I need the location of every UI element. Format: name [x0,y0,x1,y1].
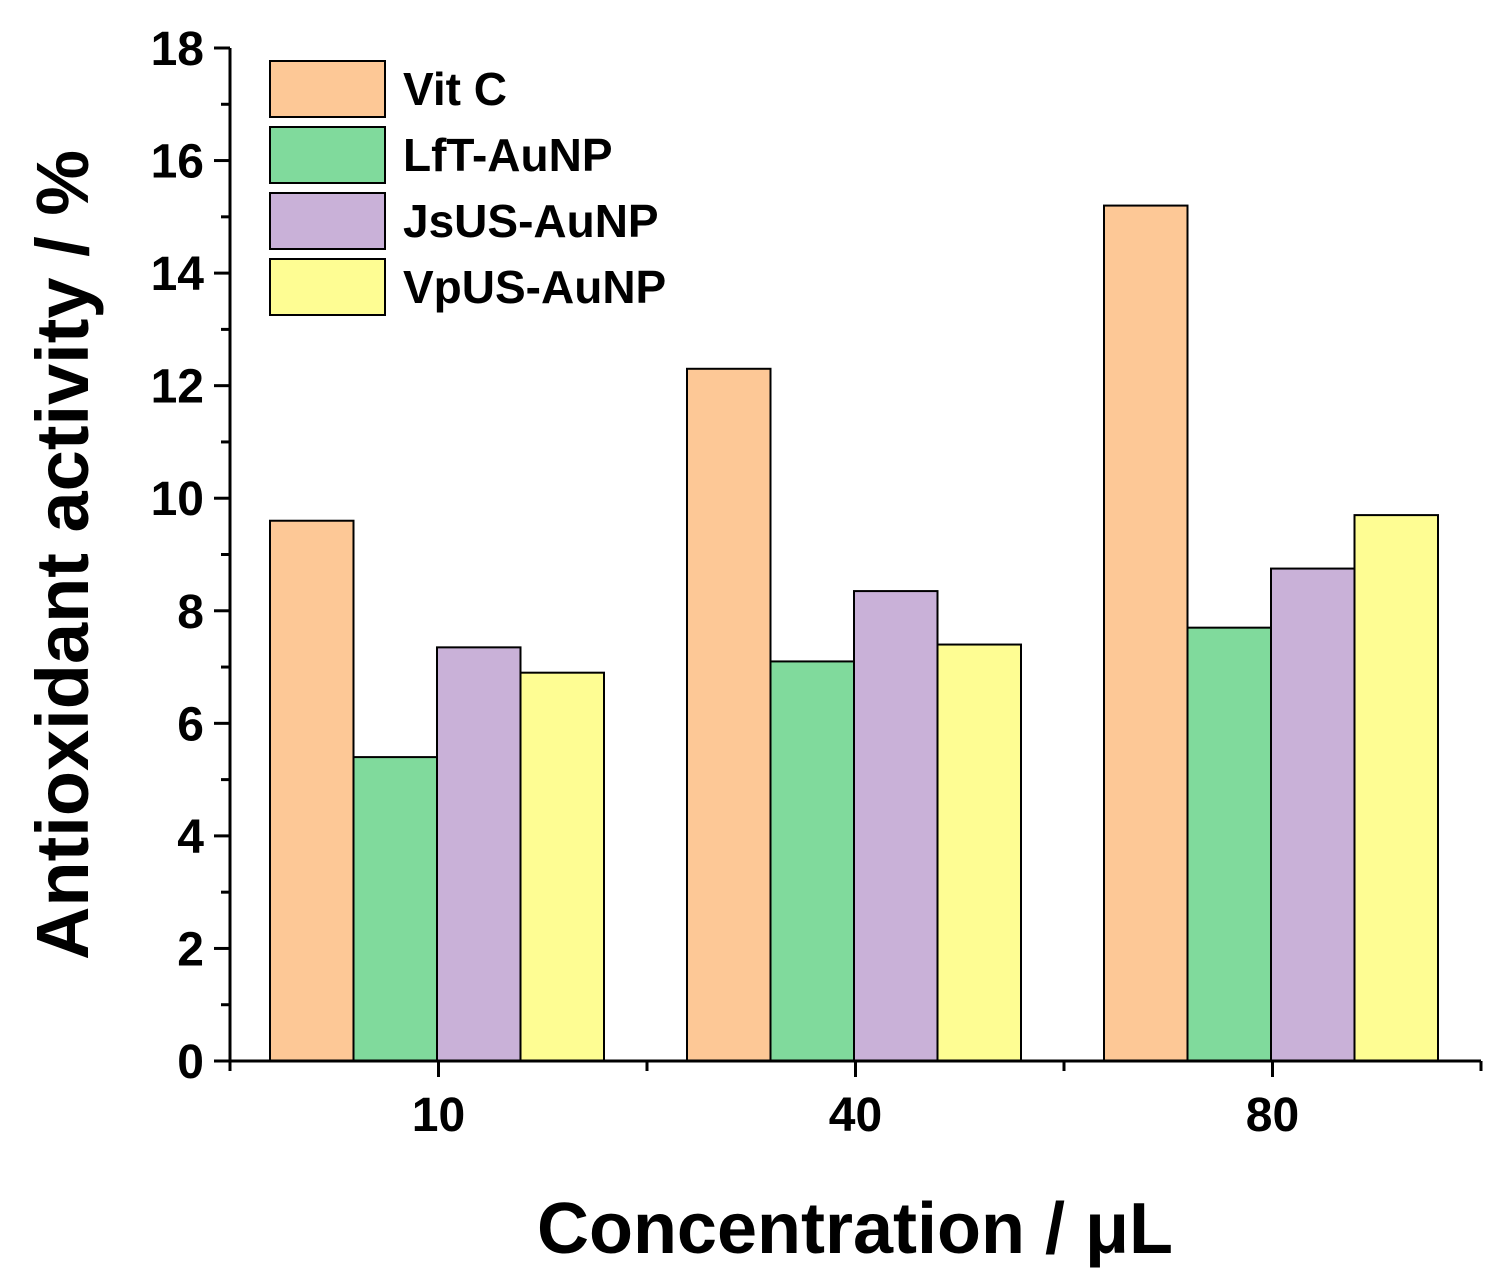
legend-swatch [269,192,386,250]
x-tick-label: 10 [412,1089,465,1142]
y-tick-label: 4 [177,811,204,864]
y-tick-label: 18 [151,23,204,76]
bar-vit-c-80 [1103,204,1189,1063]
legend-label: Vit C [403,63,507,115]
x-ticks-group: 10 40 80 [228,1061,1483,1142]
y-tick-label: 0 [177,1036,204,1089]
y-tick-label: 6 [177,698,204,751]
legend-swatch [269,126,386,184]
legend-label: JsUS-AuNP [403,195,659,247]
bar-vpus-aunp-80 [1353,514,1439,1062]
bar-lft-aunp-40 [769,660,855,1063]
x-tick-label: 40 [829,1089,882,1142]
y-tick-label: 16 [151,136,204,189]
bar-vit-c-10 [269,519,355,1062]
legend-swatch [269,258,386,316]
y-tick-label: 2 [177,923,204,976]
bar-vpus-aunp-10 [519,671,605,1063]
bars-group [269,204,1439,1063]
y-ticks-group: 0 2 4 6 8 10 12 14 16 18 [151,23,230,1089]
legend-label: VpUS-AuNP [403,261,666,313]
bar-vpus-aunp-40 [936,643,1022,1062]
bar-jsus-aunp-40 [853,590,939,1062]
bar-lft-aunp-80 [1186,626,1272,1063]
legend-swatch [269,60,386,118]
legend: Vit C LfT-AuNP JsUS-AuNP VpUS-AuNP [269,60,666,316]
y-tick-label: 8 [177,586,204,639]
y-tick-label: 14 [151,248,205,301]
bar-jsus-aunp-80 [1270,567,1356,1062]
legend-label: LfT-AuNP [403,129,613,181]
bar-jsus-aunp-10 [436,646,522,1062]
y-axis-label: Antioxidant activity / % [21,150,104,960]
x-axis-label: Concentration / μL [537,1189,1173,1269]
y-tick-label: 10 [151,473,204,526]
y-tick-label: 12 [151,361,204,414]
bar-vit-c-40 [686,367,772,1062]
bar-lft-aunp-10 [352,756,438,1062]
x-tick-label: 80 [1246,1089,1299,1142]
